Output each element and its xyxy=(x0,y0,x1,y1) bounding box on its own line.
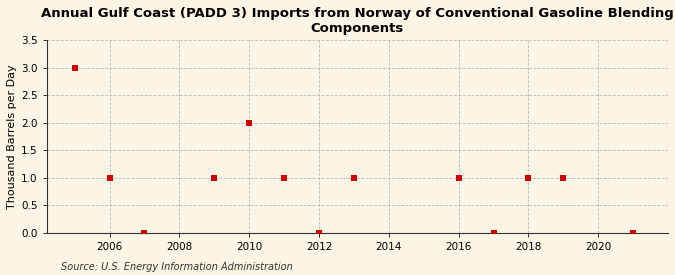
Y-axis label: Thousand Barrels per Day: Thousand Barrels per Day xyxy=(7,64,17,209)
Text: Source: U.S. Energy Information Administration: Source: U.S. Energy Information Administ… xyxy=(61,262,292,272)
Point xyxy=(70,65,80,70)
Point xyxy=(104,175,115,180)
Point xyxy=(523,175,534,180)
Point xyxy=(348,175,359,180)
Point xyxy=(453,175,464,180)
Point xyxy=(139,230,150,235)
Point xyxy=(488,230,499,235)
Point xyxy=(209,175,219,180)
Point xyxy=(279,175,290,180)
Point xyxy=(244,120,254,125)
Title: Annual Gulf Coast (PADD 3) Imports from Norway of Conventional Gasoline Blending: Annual Gulf Coast (PADD 3) Imports from … xyxy=(41,7,674,35)
Point xyxy=(558,175,569,180)
Point xyxy=(314,230,325,235)
Point xyxy=(628,230,639,235)
